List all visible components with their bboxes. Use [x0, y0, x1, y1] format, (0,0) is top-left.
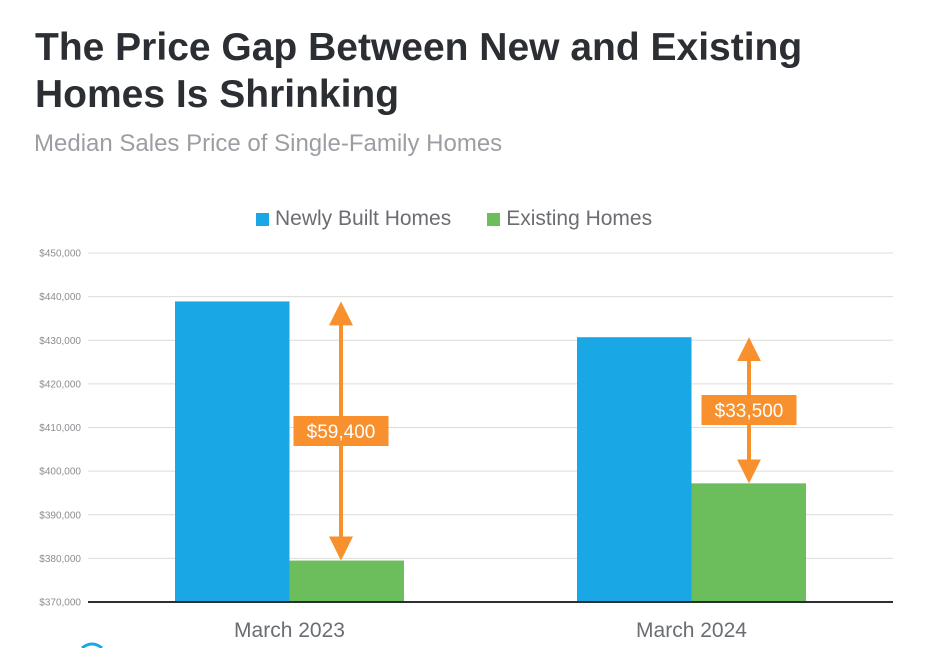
bar-newly-built-march-2024 [577, 337, 692, 602]
x-tick-label: March 2023 [234, 619, 345, 642]
y-tick-label: $390,000 [39, 510, 81, 521]
bar-existing-march-2023 [289, 560, 404, 602]
y-tick-label: $430,000 [39, 336, 81, 347]
legend-swatch-existing [487, 212, 501, 226]
gap-label: $33,500 [715, 401, 784, 422]
chart-subtitle: Median Sales Price of Single-Family Home… [34, 130, 503, 157]
y-tick-label: $370,000 [39, 598, 81, 609]
y-tick-label: $400,000 [39, 467, 81, 478]
legend-label-newly-built: Newly Built Homes [275, 207, 452, 230]
bar-existing-march-2024 [691, 483, 806, 602]
bar-newly-built-march-2023 [175, 301, 290, 602]
y-axis-ticks: $370,000 $380,000 $390,000 $400,000 $410,000… [39, 249, 81, 609]
y-tick-label: $410,000 [39, 423, 81, 434]
x-tick-label: March 2024 [636, 619, 747, 642]
legend-swatch-newly-built [256, 212, 269, 226]
legend-label-existing: Existing Homes [506, 207, 653, 230]
gap-annotations: $59,400 $33,500 [293, 301, 797, 561]
chart-title: The Price Gap Between New and Existing H… [35, 26, 803, 116]
gap-label-box [701, 395, 797, 425]
gap-label-box [293, 416, 389, 446]
logo-fragment [81, 642, 103, 648]
gap-label: $59,400 [307, 422, 376, 443]
gap-annotation: $33,500 [701, 337, 797, 484]
legend-item-existing: Existing Homes [487, 207, 652, 231]
x-axis-ticks: March 2023 March 2024 [234, 619, 747, 642]
y-tick-label: $440,000 [39, 292, 81, 303]
y-tick-label: $420,000 [39, 379, 81, 390]
y-tick-label: $380,000 [39, 554, 81, 565]
legend: Newly Built Homes Existing Homes [256, 207, 688, 231]
bars [175, 301, 806, 602]
gap-annotation: $59,400 [293, 301, 389, 561]
legend-item-newly-built: Newly Built Homes [256, 207, 451, 231]
y-tick-label: $450,000 [39, 249, 81, 260]
